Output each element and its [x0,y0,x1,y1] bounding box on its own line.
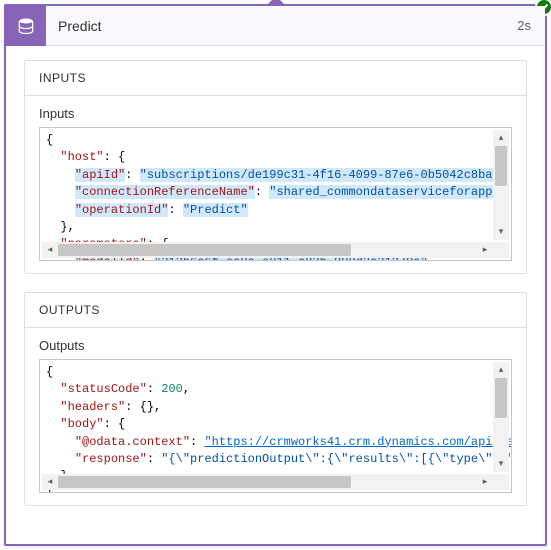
horizontal-scrollbar[interactable]: ◂▸ [42,242,493,258]
outputs-panel: OUTPUTS Outputs { "statusCode": 200, "he… [24,292,527,506]
inputs-subheading: Inputs [39,106,512,121]
outputs-heading: OUTPUTS [25,293,526,328]
vertical-scrollbar[interactable]: ▴▾ [493,362,509,472]
outputs-code-box[interactable]: { "statusCode": 200, "headers": {}, "bod… [39,359,512,493]
outputs-subheading: Outputs [39,338,512,353]
flow-step-card: Predict 2s INPUTS Inputs { "host": { "ap… [4,4,547,546]
inputs-code-box[interactable]: { "host": { "apiId": "subscriptions/de19… [39,127,512,261]
inputs-heading: INPUTS [25,61,526,96]
card-title: Predict [46,18,503,34]
vertical-scrollbar[interactable]: ▴▾ [493,130,509,240]
card-header[interactable]: Predict 2s [6,6,545,46]
dataverse-icon [6,6,46,46]
horizontal-scrollbar[interactable]: ◂▸ [42,474,493,490]
scroll-corner [493,242,509,258]
connector-arrow [268,0,284,4]
card-body: INPUTS Inputs { "host": { "apiId": "subs… [6,46,545,544]
inputs-panel: INPUTS Inputs { "host": { "apiId": "subs… [24,60,527,274]
scroll-corner [493,474,509,490]
card-duration: 2s [503,18,545,33]
